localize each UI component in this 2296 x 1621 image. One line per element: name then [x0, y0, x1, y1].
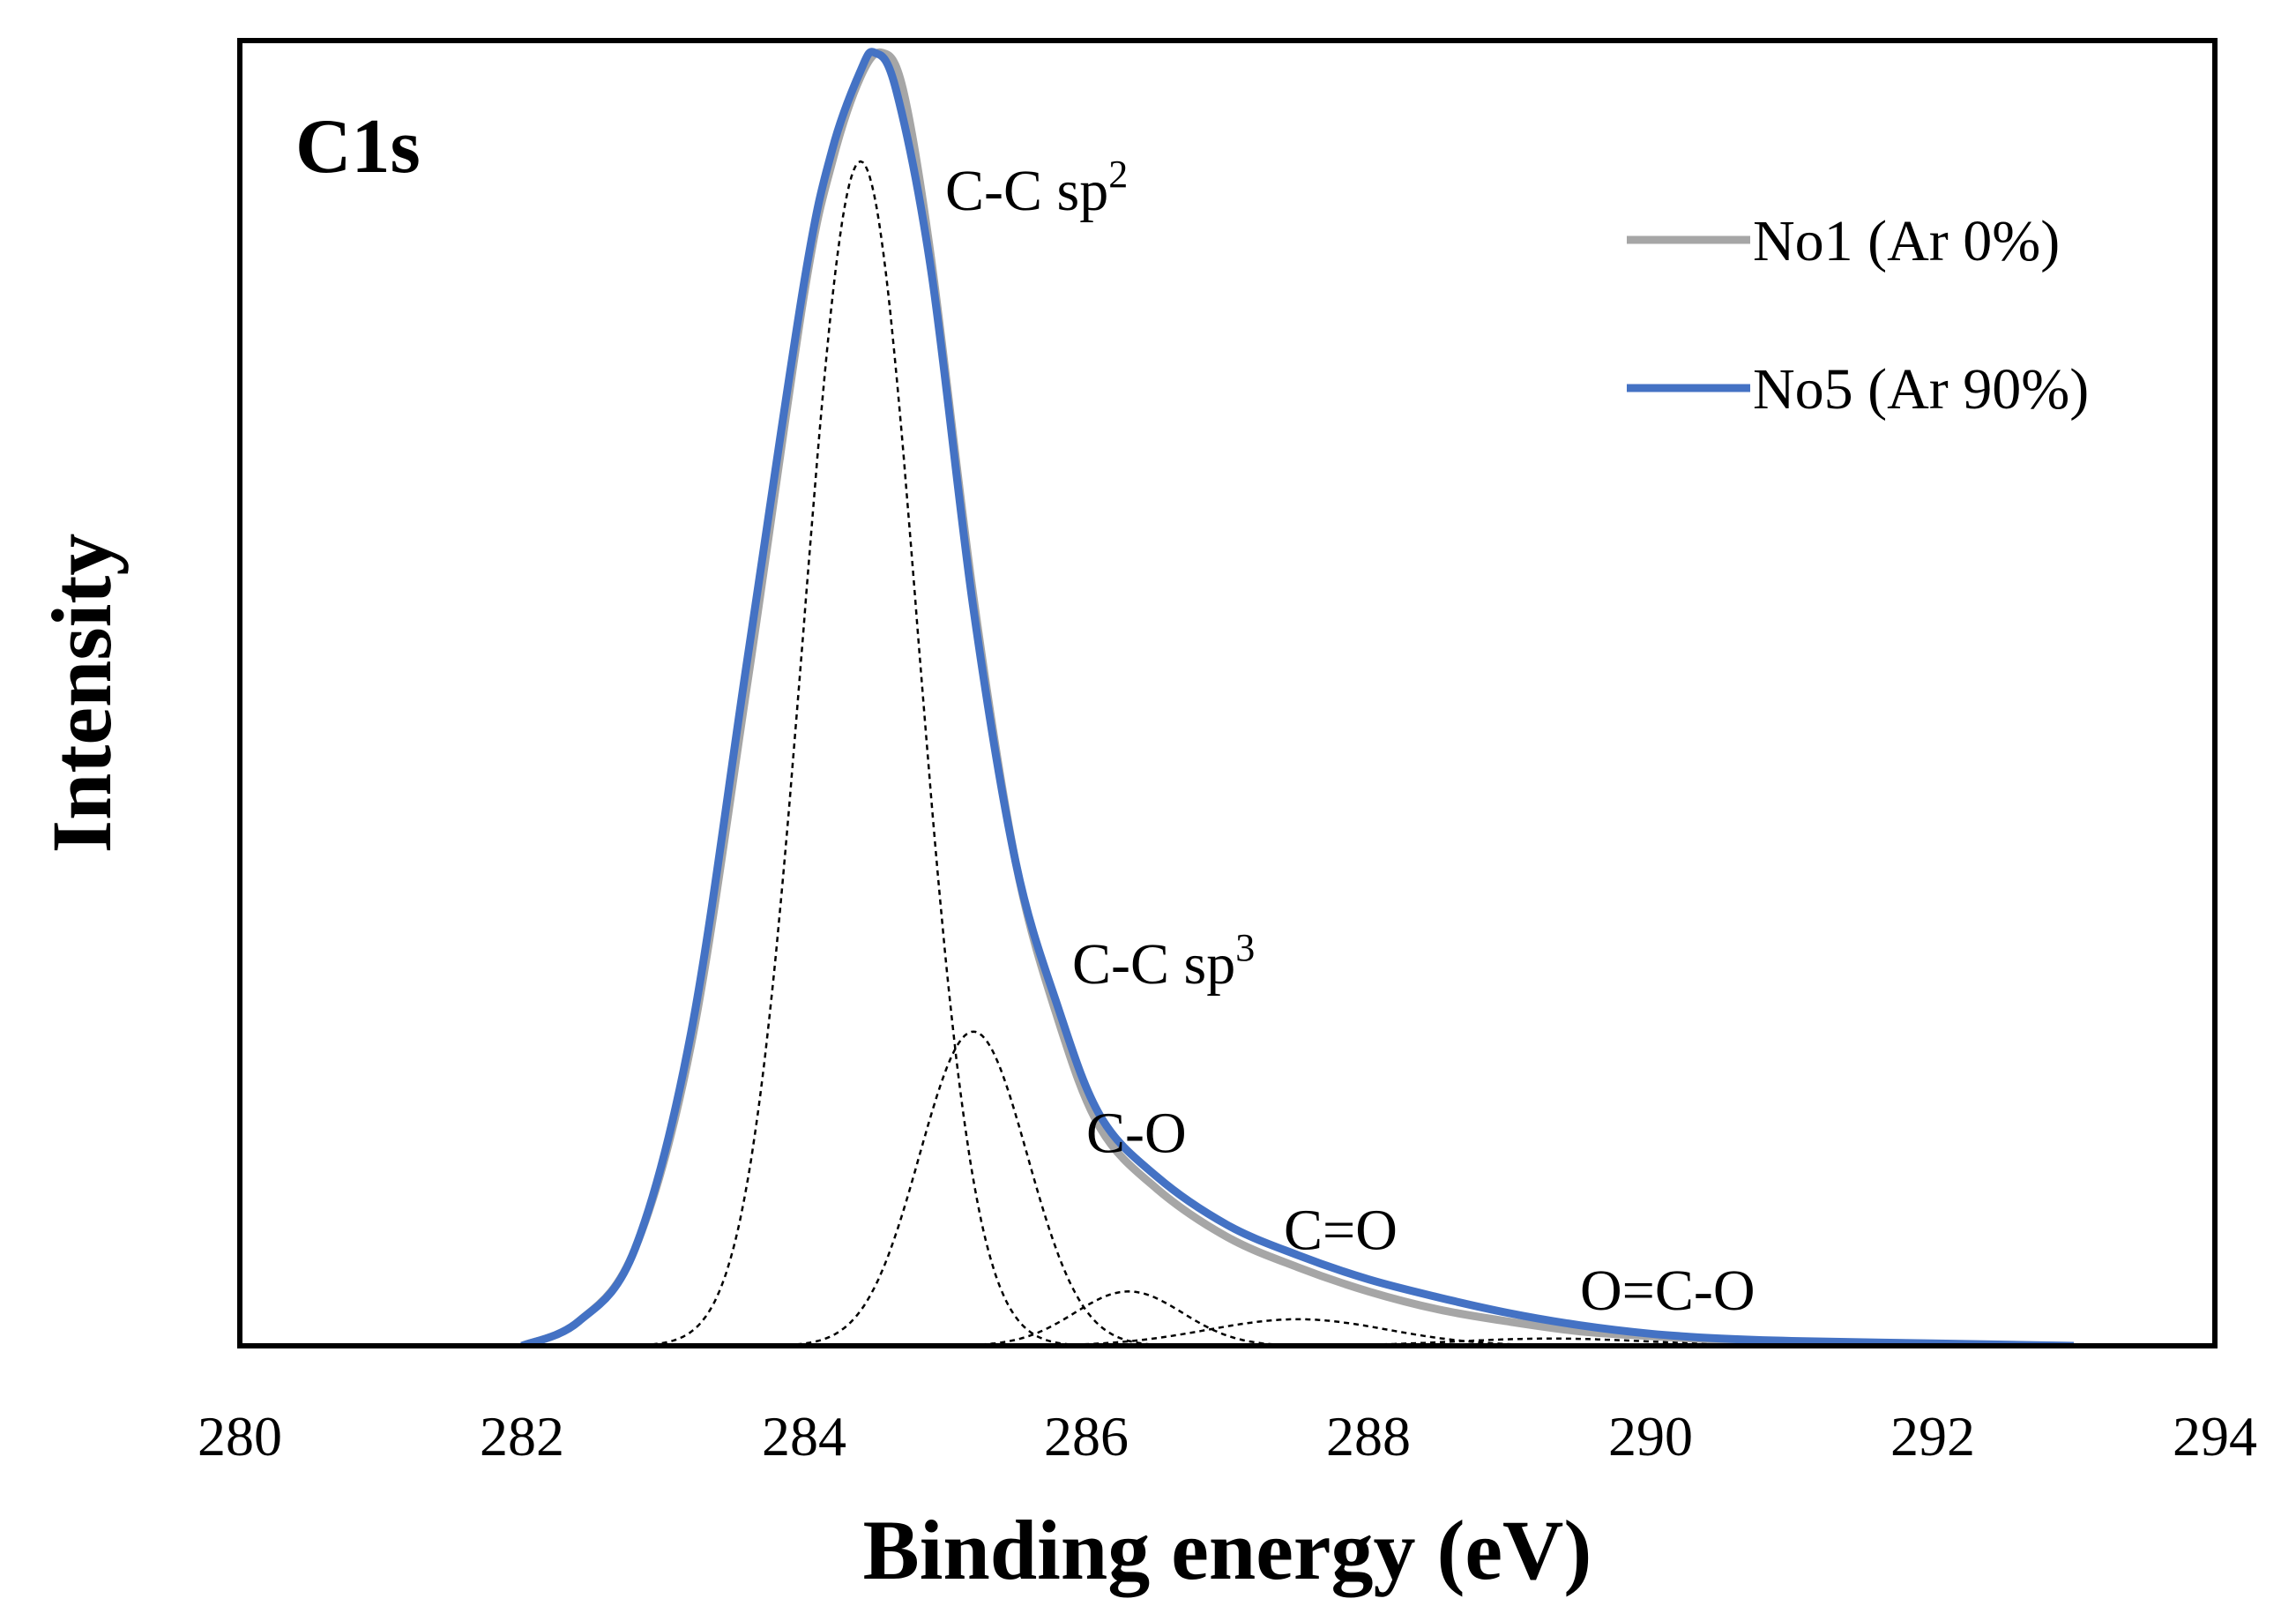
peak-label-4: C=O	[1284, 1198, 1398, 1262]
series-line-no5	[520, 48, 2075, 1346]
peak-label-5: O=C-O	[1580, 1259, 1756, 1323]
x-tick-label-290: 290	[1608, 1405, 1693, 1468]
peak-label-1: C-C sp2	[945, 153, 1128, 223]
x-tick-label-286: 286	[1044, 1405, 1129, 1468]
legend-label-no5: No5 (Ar 90%)	[1753, 357, 2089, 422]
component-curve-2	[757, 1030, 1189, 1346]
panel-label: C1s	[295, 104, 421, 190]
x-tick-label-284: 284	[762, 1405, 846, 1468]
x-tick-label-280: 280	[198, 1405, 282, 1468]
x-tick-label-294: 294	[2173, 1405, 2257, 1468]
x-tick-label-288: 288	[1326, 1405, 1411, 1468]
peak-label-3: C-O	[1086, 1102, 1187, 1166]
y-axis-title: Intensity	[34, 534, 129, 854]
series-lines	[520, 48, 2075, 1346]
plot-frame	[237, 38, 2218, 1348]
x-axis-title: Binding energy (eV)	[863, 1503, 1592, 1597]
legend-label-no1: No1 (Ar 0%)	[1753, 209, 2060, 273]
component-curve-1	[632, 160, 1089, 1346]
x-tick-label-282: 282	[480, 1405, 564, 1468]
x-tick-labels: 280 282 284 286 288 290 292 294	[198, 1405, 2257, 1468]
component-fit-curves	[632, 160, 1935, 1346]
legend: No1 (Ar 0%) No5 (Ar 90%)	[1627, 209, 2089, 422]
peak-label-2: C-C sp3	[1072, 926, 1255, 997]
component-curve-3	[913, 1290, 1345, 1346]
peak-annotations: C-C sp2 C-C sp3 C-O C=O O=C-O	[945, 153, 1756, 1323]
x-tick-label-292: 292	[1890, 1405, 1975, 1468]
